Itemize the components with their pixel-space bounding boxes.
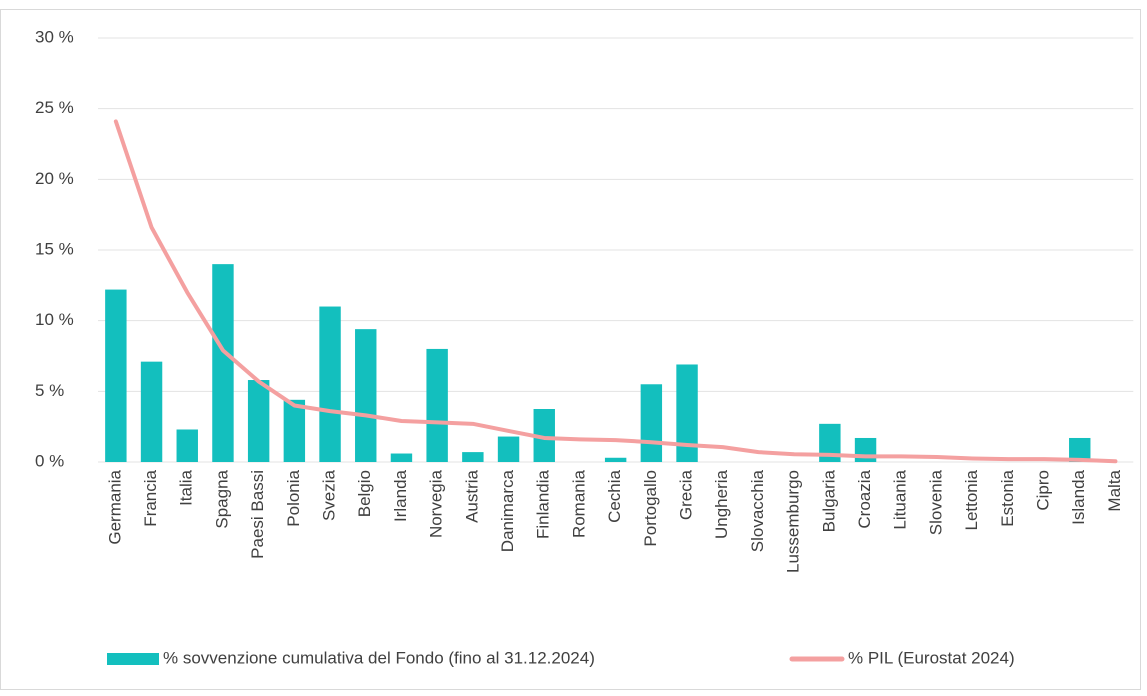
bar bbox=[819, 423, 841, 462]
bar bbox=[176, 429, 198, 462]
x-tick-label: Italia bbox=[177, 469, 196, 505]
x-tick-label: Slovenia bbox=[926, 469, 945, 535]
bar bbox=[640, 384, 663, 462]
bar bbox=[676, 364, 698, 462]
x-tick-label: Austria bbox=[462, 469, 481, 522]
line bbox=[113, 119, 1118, 464]
bar bbox=[283, 399, 306, 462]
bar bbox=[426, 348, 448, 462]
x-tick-label: Irlanda bbox=[391, 469, 410, 522]
x-tick-label: Polonia bbox=[284, 469, 303, 526]
bar bbox=[247, 380, 270, 462]
x-tick-label: Romania bbox=[569, 469, 588, 538]
legend-label: % PIL (Eurostat 2024) bbox=[848, 648, 1015, 667]
x-tick-label: Malta bbox=[1105, 469, 1124, 511]
x-tick-label: Grecia bbox=[677, 469, 696, 520]
x-tick-label: Cechia bbox=[605, 469, 624, 522]
x-tick-label: Danimarca bbox=[498, 469, 517, 552]
y-tick-label: 30 % bbox=[35, 27, 74, 46]
bar bbox=[497, 436, 520, 462]
x-tick-label: Belgio bbox=[355, 470, 374, 517]
x-tick-label: Slovacchia bbox=[748, 469, 767, 552]
x-tick-label: Lussemburgo bbox=[784, 470, 803, 573]
bar bbox=[212, 264, 234, 462]
x-tick-label: Bulgaria bbox=[819, 469, 838, 532]
y-tick-label: 0 % bbox=[35, 451, 64, 470]
x-tick-label: Finlandia bbox=[534, 469, 553, 539]
bar bbox=[140, 361, 163, 462]
legend-label: % sovvenzione cumulativa del Fondo (fino… bbox=[163, 648, 595, 667]
x-tick-label: Francia bbox=[141, 469, 160, 526]
bar bbox=[1069, 437, 1091, 462]
y-tick-label: 25 % bbox=[35, 98, 74, 117]
x-tick-label: Norvegia bbox=[427, 469, 446, 538]
y-tick-label: 15 % bbox=[35, 239, 74, 258]
bar bbox=[390, 453, 413, 462]
bar bbox=[533, 409, 555, 462]
x-tick-label: Spagna bbox=[212, 469, 231, 528]
x-tick-label: Lituania bbox=[891, 469, 910, 529]
legend-swatch bbox=[107, 653, 159, 665]
x-tick-label: Svezia bbox=[320, 469, 339, 521]
bar bbox=[604, 457, 627, 462]
x-tick-label: Cipro bbox=[1034, 470, 1053, 511]
bar bbox=[355, 329, 377, 462]
x-tick-label: Estonia bbox=[998, 469, 1017, 526]
bar bbox=[105, 289, 127, 462]
x-tick-label: Lettonia bbox=[962, 469, 981, 530]
y-tick-label: 5 % bbox=[35, 381, 64, 400]
chart-border bbox=[0, 9, 1141, 690]
bar bbox=[854, 437, 877, 462]
x-tick-label: Paesi Bassi bbox=[248, 470, 267, 559]
bar bbox=[462, 452, 484, 462]
y-tick-label: 20 % bbox=[35, 169, 74, 188]
x-tick-label: Germania bbox=[105, 469, 124, 544]
x-tick-label: Islanda bbox=[1069, 469, 1088, 524]
x-tick-label: Ungheria bbox=[712, 469, 731, 539]
x-tick-label: Portogallo bbox=[641, 470, 660, 547]
x-tick-label: Croazia bbox=[855, 469, 874, 528]
bar bbox=[319, 306, 341, 462]
y-tick-label: 10 % bbox=[35, 310, 74, 329]
